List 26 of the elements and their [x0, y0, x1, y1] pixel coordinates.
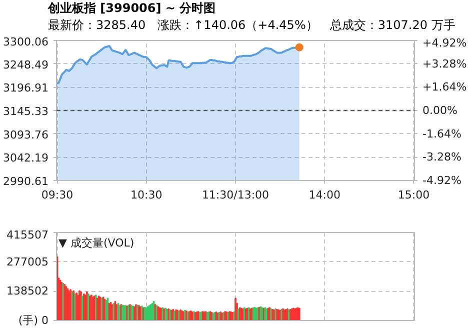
y2-tick-label: -4.92% — [422, 174, 462, 187]
y2-tick-label: +3.28% — [422, 57, 467, 70]
chart-title: ▼ 成交量(VOL) — [58, 236, 134, 250]
y-tick-label: (手) 0 — [18, 314, 48, 327]
chart-title: 创业板指 [399006] ~ 分时图 — [48, 1, 216, 15]
y-tick-label: 3196.91 — [3, 82, 49, 95]
y-tick-label: 2990.61 — [3, 175, 49, 188]
y-tick-label: 3042.19 — [3, 152, 49, 165]
y-tick-label: 3248.49 — [3, 58, 49, 72]
y-tick-label: 277005 — [6, 255, 49, 268]
y-tick-label: 138502 — [6, 284, 49, 298]
y2-tick-label: +1.64% — [422, 80, 467, 94]
x-tick-label: 09:30 — [41, 188, 74, 202]
y-tick-label: 3093.76 — [3, 128, 49, 142]
x-tick-label: 15:00 — [398, 188, 430, 202]
y2-tick-label: +4.92% — [422, 36, 467, 50]
y-tick-label: 3300.06 — [3, 36, 49, 48]
y2-tick-label: -3.28% — [422, 150, 462, 164]
x-tick-label: 14:00 — [308, 188, 340, 202]
x-tick-label: 11:30/13:00 — [202, 188, 270, 202]
y-tick-label: 415507 — [6, 228, 49, 242]
x-tick-label: 10:30 — [130, 188, 162, 202]
y2-tick-label: -1.64% — [422, 127, 462, 140]
y2-tick-label: 0.00% — [422, 104, 458, 117]
y-tick-label: 3145.33 — [3, 105, 49, 118]
chart-subtitle: 最新价：3285.40 涨跌：↑140.06（+4.45%） 总成交：3107.20 万手 — [48, 18, 456, 32]
